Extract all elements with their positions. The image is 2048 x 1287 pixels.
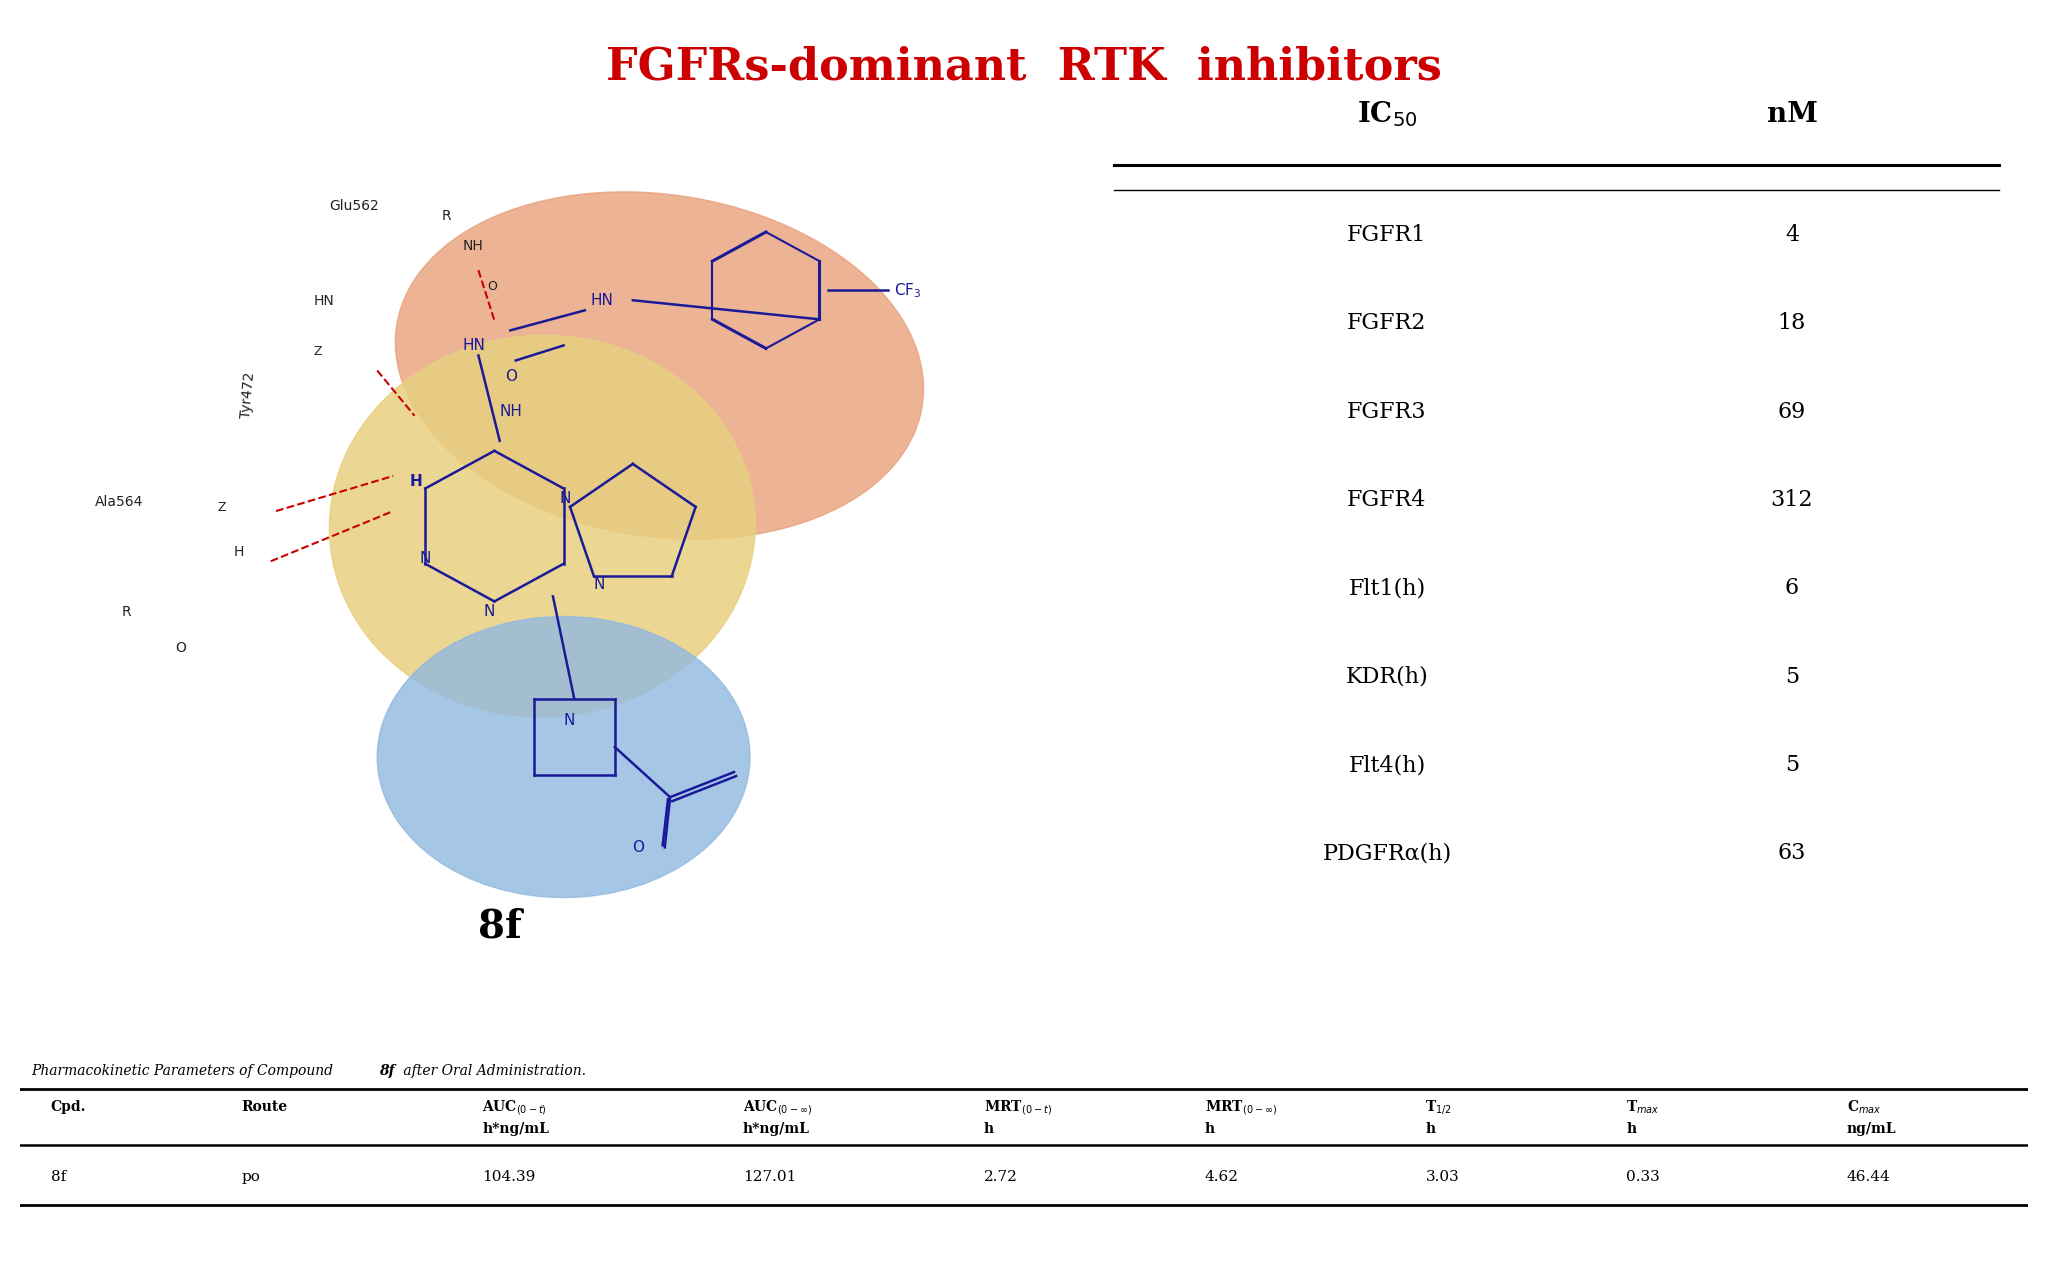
Text: h: h (1626, 1122, 1636, 1136)
Text: N: N (483, 604, 496, 619)
Text: H: H (410, 474, 422, 489)
Text: N: N (563, 713, 575, 728)
Text: 8f: 8f (379, 1063, 395, 1077)
Ellipse shape (395, 192, 924, 539)
Text: NH: NH (463, 239, 483, 254)
Text: HN: HN (590, 293, 612, 309)
Text: N: N (420, 551, 430, 566)
Text: Z: Z (217, 501, 225, 514)
Text: h*ng/mL: h*ng/mL (743, 1122, 809, 1136)
Text: 4: 4 (1786, 224, 1798, 246)
Text: FGFR2: FGFR2 (1348, 313, 1427, 335)
Text: 46.44: 46.44 (1847, 1170, 1890, 1184)
Text: 5: 5 (1786, 754, 1798, 776)
Text: po: po (242, 1170, 260, 1184)
Text: MRT$_{(0-∞)}$: MRT$_{(0-∞)}$ (1204, 1098, 1276, 1117)
Text: CF$_3$: CF$_3$ (893, 281, 922, 300)
Text: PDGFRα(h): PDGFRα(h) (1323, 843, 1452, 865)
Text: MRT$_{(0-t)}$: MRT$_{(0-t)}$ (983, 1098, 1053, 1117)
Text: 104.39: 104.39 (481, 1170, 535, 1184)
Text: AUC$_{(0-∞)}$: AUC$_{(0-∞)}$ (743, 1098, 813, 1117)
Text: 18: 18 (1778, 313, 1806, 335)
Text: Flt1(h): Flt1(h) (1348, 578, 1425, 600)
Text: h*ng/mL: h*ng/mL (481, 1122, 549, 1136)
Text: Tyr472: Tyr472 (240, 371, 256, 418)
Text: Route: Route (242, 1100, 287, 1115)
Text: 63: 63 (1778, 843, 1806, 865)
Text: N: N (594, 577, 604, 592)
Text: Glu562: Glu562 (330, 199, 379, 212)
Text: nM: nM (1767, 102, 1817, 127)
Text: FGFR1: FGFR1 (1348, 224, 1427, 246)
Text: O: O (174, 641, 186, 655)
Text: 312: 312 (1772, 489, 1812, 511)
Text: NH: NH (500, 404, 522, 418)
Text: Ala564: Ala564 (94, 495, 143, 510)
Text: O: O (487, 281, 498, 293)
Text: N: N (559, 492, 571, 506)
Text: O: O (506, 368, 516, 384)
Text: Pharmacokinetic Parameters of Compound: Pharmacokinetic Parameters of Compound (31, 1063, 338, 1077)
Text: T$_{max}$: T$_{max}$ (1626, 1098, 1659, 1116)
Text: h: h (983, 1122, 993, 1136)
Text: after Oral Administration.: after Oral Administration. (399, 1063, 586, 1077)
Text: AUC$_{(0-t)}$: AUC$_{(0-t)}$ (481, 1098, 547, 1117)
Text: 3.03: 3.03 (1425, 1170, 1458, 1184)
Text: KDR(h): KDR(h) (1346, 665, 1427, 687)
Text: R: R (121, 605, 131, 619)
Text: FGFRs-dominant  RTK  inhibitors: FGFRs-dominant RTK inhibitors (606, 45, 1442, 88)
Text: 8f: 8f (477, 907, 522, 946)
Text: O: O (633, 840, 645, 856)
Ellipse shape (377, 616, 750, 897)
Text: Z: Z (313, 345, 322, 359)
Text: 69: 69 (1778, 400, 1806, 422)
Text: 6: 6 (1786, 578, 1798, 600)
Text: 8f: 8f (51, 1170, 66, 1184)
Text: 127.01: 127.01 (743, 1170, 797, 1184)
Text: 2.72: 2.72 (983, 1170, 1018, 1184)
Ellipse shape (330, 336, 756, 717)
Text: IC$_{50}$: IC$_{50}$ (1356, 99, 1417, 130)
Text: Flt4(h): Flt4(h) (1348, 754, 1425, 776)
Text: h: h (1425, 1122, 1436, 1136)
Text: 5: 5 (1786, 665, 1798, 687)
Text: h: h (1204, 1122, 1214, 1136)
Text: FGFR4: FGFR4 (1348, 489, 1427, 511)
Text: ng/mL: ng/mL (1847, 1122, 1896, 1136)
Text: FGFR3: FGFR3 (1348, 400, 1427, 422)
Text: R: R (440, 208, 451, 223)
Text: H: H (233, 546, 244, 560)
Text: 4.62: 4.62 (1204, 1170, 1239, 1184)
Text: Cpd.: Cpd. (51, 1100, 86, 1115)
Text: HN: HN (463, 338, 485, 354)
Text: HN: HN (313, 295, 334, 309)
Text: T$_{1/2}$: T$_{1/2}$ (1425, 1098, 1452, 1116)
Text: 0.33: 0.33 (1626, 1170, 1659, 1184)
Text: C$_{max}$: C$_{max}$ (1847, 1098, 1882, 1116)
